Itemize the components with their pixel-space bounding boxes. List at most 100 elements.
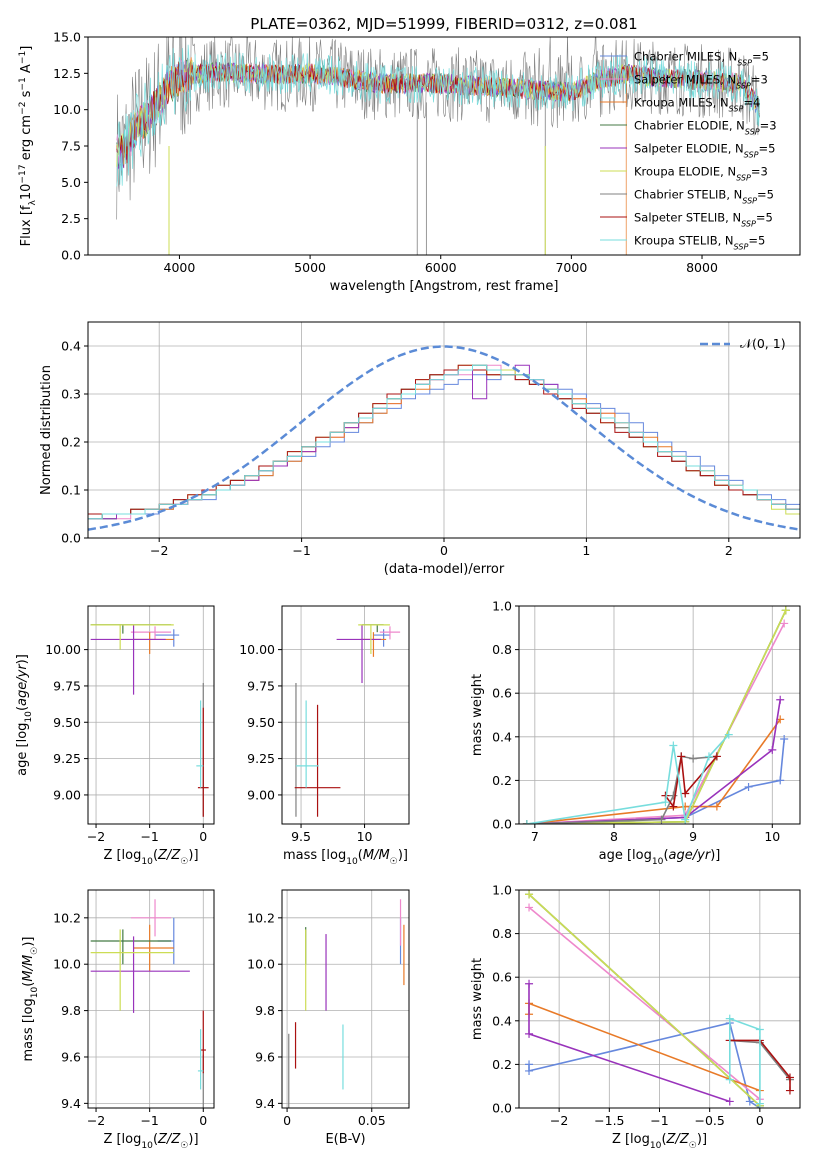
y-axis-label: Flux [fλ10−17 erg cm−2 s−1 A−1] (18, 46, 38, 247)
y-tick-label: 0.8 (492, 926, 512, 941)
x-tick-label: −2 (87, 829, 105, 844)
x-tick-label: 5000 (294, 260, 326, 275)
y-tick-label: 0.4 (492, 1013, 512, 1028)
mass-weight-point-salpeter-elodie (768, 745, 777, 754)
x-axis-label: Z [log10(Z/Z☉)] (103, 848, 198, 867)
mass-weight-point-kroupa-stelib (681, 815, 690, 824)
mass-weight-point-kroupa-stelib (724, 730, 733, 739)
x-axis-label: Z [log10(Z/Z☉)] (103, 1132, 198, 1151)
y-tick-label: 2.5 (61, 211, 81, 226)
x-tick-label: 0.05 (358, 1113, 386, 1128)
x-tick-label: 0 (199, 829, 207, 844)
mass-weight-point-salpeter-elodie (776, 695, 785, 704)
mass-weight-point-salpeter-elodie (725, 1097, 734, 1106)
x-axis-label: Z [log10(Z/Z☉)] (612, 1132, 707, 1151)
mass-weight-point-salpeter-stelib (785, 1086, 794, 1095)
y-tick-label: 0.0 (61, 248, 81, 263)
x-axis-label: (data-model)/error (384, 562, 505, 577)
x-tick-label: 8 (610, 829, 618, 844)
mass-weight-line-kroupa-stelib (729, 1017, 761, 1104)
y-tick-label: 15.0 (53, 30, 81, 45)
x-axis-label: age [log10(age/yr)] (599, 848, 721, 867)
mass-weight-point-chabrier-miles (780, 734, 789, 743)
panel-mass-vs-EBV: 0 0.05 9.4 9.6 9.8 10.0 10.2 E(B-V) (247, 889, 410, 1147)
panel-age-vs-mass: 9.5 10 9.00 9.25 9.50 9.75 10.00 mass [log10(M/… (239, 605, 410, 867)
y-axis-label: mass [log10(M/M☉)] (21, 937, 40, 1062)
mass-weight-line-kroupa-elodie (526, 610, 787, 824)
y-tick-label: 0.2 (492, 1057, 512, 1072)
y-tick-label: 9.4 (61, 1096, 81, 1111)
x-tick-label: 1 (582, 543, 590, 558)
y-tick-label: 0.8 (492, 642, 512, 657)
x-tick-label: 10 (764, 829, 780, 844)
legend-label-salpeter-elodie: Salpeter ELODIE, NSSP=5 (634, 142, 775, 160)
mass-weight-point-salpeter-miles (780, 619, 789, 628)
x-tick-label: −1 (140, 1113, 158, 1128)
x-tick-label: 9 (689, 829, 697, 844)
figure-title: PLATE=0362, MJD=51999, FIBERID=0312, z=0… (250, 15, 637, 33)
y-tick-label: 0.0 (61, 531, 81, 546)
y-tick-label: 9.6 (61, 1049, 81, 1064)
plot-area-age-vs-mass (294, 624, 401, 817)
y-tick-label: 9.75 (53, 678, 81, 693)
mass-weight-line-chabrier-miles (526, 738, 785, 824)
y-axis-label: Normed distribution (39, 365, 54, 495)
y-tick-label: 10.0 (53, 957, 81, 972)
y-axis-label: mass weight (470, 674, 485, 756)
mass-weight-point-salpeter-elodie (525, 979, 534, 988)
legend-label-kroupa-miles: Kroupa MILES, NSSP=4 (634, 96, 760, 114)
panel-mass-vs-Z: −2 −1 0 9.4 9.6 9.8 10.0 10.2 Z [log10(Z/Z☉)] mas… (21, 889, 215, 1151)
plot-area-age-vs-Z (90, 624, 209, 817)
y-tick-label: 9.25 (53, 751, 81, 766)
legend-label-normal: 𝒩(0, 1) (740, 336, 786, 351)
mass-weight-point-salpeter-stelib (712, 752, 721, 761)
y-tick-label: 9.50 (53, 715, 81, 730)
legend-label-kroupa-elodie: Kroupa ELODIE, NSSP=3 (634, 165, 768, 183)
normal-curve (88, 345, 800, 531)
y-tick-label: 9.50 (247, 715, 275, 730)
y-tick-label: 9.00 (53, 787, 81, 802)
mass-weight-point-chabrier-miles (776, 776, 785, 785)
y-tick-label: 9.8 (61, 1003, 81, 1018)
mass-weight-point-chabrier-miles (745, 1097, 754, 1106)
x-tick-label: −2 (550, 1113, 568, 1128)
y-tick-label: 9.75 (247, 678, 275, 693)
y-tick-label: 0.1 (61, 483, 81, 498)
panel-spectrum: 4000 5000 6000 7000 8000 0.0 2.5 5.0 7.5 10.0 12.5… (18, 30, 801, 294)
axes-frame (518, 605, 801, 825)
plot-area-mass-weight-vs-Z (525, 890, 794, 1108)
mass-weight-line-chabrier-miles (528, 1022, 761, 1108)
y-tick-label: 0.0 (492, 817, 512, 832)
mass-weight-point-kroupa-stelib (725, 1014, 734, 1023)
axes-frame (87, 889, 215, 1109)
mass-weight-point-kroupa-stelib (661, 798, 670, 807)
x-tick-label: 10 (357, 829, 373, 844)
mass-weight-point-kroupa-stelib (704, 752, 713, 761)
x-tick-label: 2 (725, 543, 733, 558)
plot-area-spectrum (116, 37, 760, 255)
mass-weight-point-salpeter-stelib (785, 1073, 794, 1082)
chart-layer: 4000 5000 6000 7000 80000.02.55.07.510.012.5… (15, 30, 801, 1151)
x-tick-label: −0.5 (694, 1113, 724, 1128)
legend-label-chabrier-stelib: Chabrier STELIB, NSSP=5 (634, 188, 774, 206)
y-tick-label: 10.0 (247, 957, 275, 972)
mass-weight-point-chabrier-stelib (689, 754, 698, 763)
legend-label-salpeter-miles: Salpeter MILES, NSSP=3 (634, 73, 768, 91)
y-tick-label: 9.8 (255, 1003, 275, 1018)
axes-frame (87, 605, 215, 825)
mass-weight-line-salpeter-miles (526, 623, 785, 824)
plot-area-mass-vs-Z (90, 899, 206, 1108)
y-tick-label: 9.6 (255, 1049, 275, 1064)
mass-weight-line-salpeter-stelib (729, 1039, 791, 1091)
mass-weight-line-kroupa-miles (526, 718, 781, 824)
y-tick-label: 1.0 (492, 599, 512, 614)
y-tick-label: 7.5 (61, 139, 81, 154)
y-tick-label: 0.0 (492, 1101, 512, 1116)
mass-weight-point-chabrier-stelib (669, 791, 678, 800)
x-tick-label: 0 (440, 543, 448, 558)
axes-frame (281, 605, 410, 825)
mass-weight-point-kroupa-stelib (522, 820, 531, 824)
x-tick-label: 7000 (555, 260, 587, 275)
y-tick-label: 0.4 (492, 729, 512, 744)
mass-weight-point-salpeter-stelib (681, 789, 690, 798)
